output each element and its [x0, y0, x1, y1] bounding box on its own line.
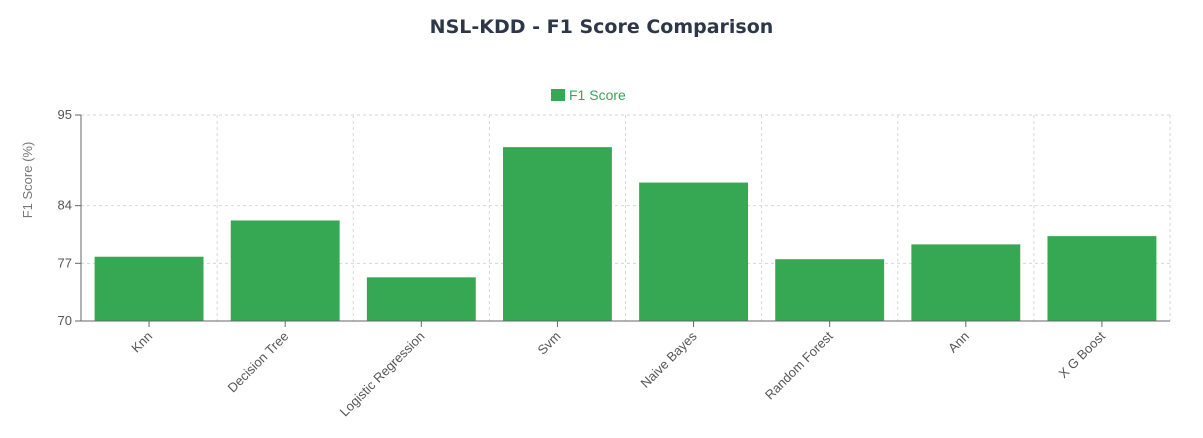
bar-random-forest[interactable]: [775, 259, 885, 321]
y-tick-label: 84: [58, 198, 72, 213]
x-tick-labels: Knn Decision Tree Logistic Regression Svm Na…: [128, 328, 1108, 419]
x-tick-label: Svm: [535, 329, 564, 358]
y-tick-label: 77: [58, 255, 72, 270]
x-tick-label: Naive Bayes: [637, 328, 700, 391]
chart-title: NSL-KDD - F1 Score Comparison: [429, 16, 774, 38]
y-tick-label: 95: [58, 107, 72, 122]
legend-label-f1-score[interactable]: F1 Score: [569, 87, 626, 103]
bar-ann[interactable]: [911, 244, 1021, 321]
bars: [94, 147, 1157, 321]
y-axis-title: F1 Score (%): [20, 142, 35, 219]
x-tick-label: Logistic Regression: [337, 329, 428, 420]
x-tick-label: X G Boost: [1056, 328, 1109, 381]
x-tick-label: Ann: [945, 329, 972, 356]
y-tick-labels: 70 77 84 95: [58, 107, 72, 328]
bar-svm[interactable]: [502, 147, 612, 321]
x-tick-label: Random Forest: [762, 328, 836, 402]
bar-knn[interactable]: [94, 256, 204, 321]
legend-swatch-f1-score[interactable]: [551, 89, 565, 101]
x-tick-label: Knn: [128, 329, 155, 356]
axes: [75, 114, 1170, 327]
bar-x-g-boost[interactable]: [1047, 236, 1157, 321]
bar-decision-tree[interactable]: [230, 220, 340, 321]
bar-naive-bayes[interactable]: [639, 182, 749, 321]
x-tick-label: Decision Tree: [224, 329, 291, 396]
y-tick-label: 70: [58, 313, 72, 328]
legend[interactable]: F1 Score: [551, 87, 626, 103]
bar-logistic-regression[interactable]: [366, 277, 476, 321]
